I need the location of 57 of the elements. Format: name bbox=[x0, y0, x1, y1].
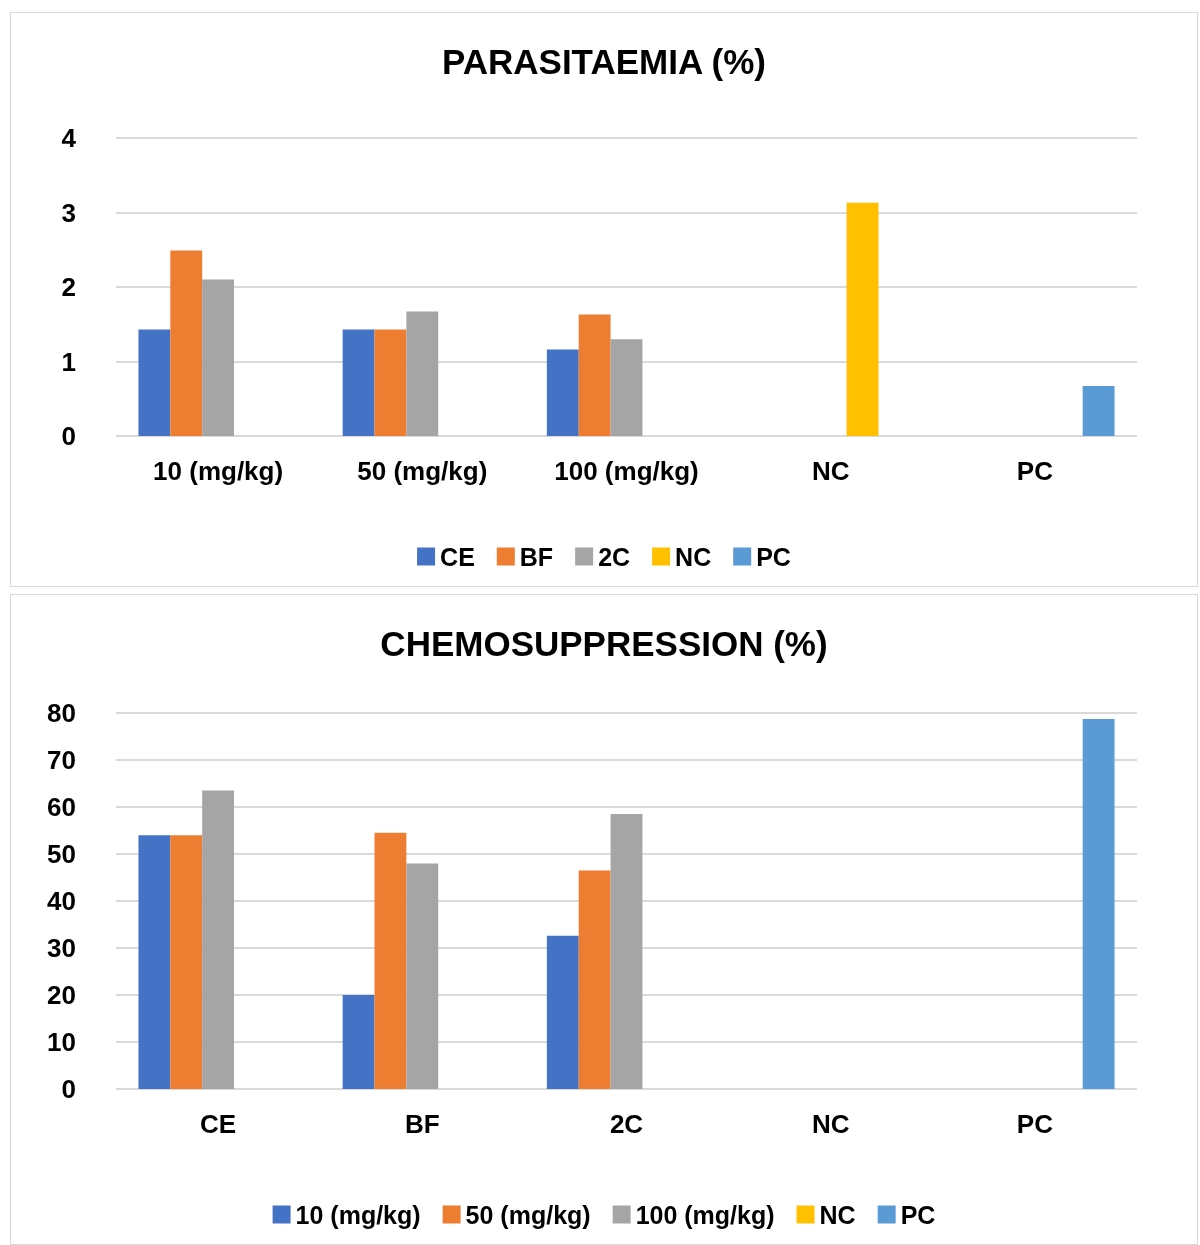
x-tick-label: PC bbox=[1016, 1109, 1054, 1139]
y-tick-label: 0 bbox=[61, 421, 76, 451]
chart-title: CHEMOSUPPRESSION (%) bbox=[380, 624, 828, 663]
bar bbox=[406, 863, 439, 1089]
legend-label: PC bbox=[756, 542, 791, 571]
x-tick-label: 10 (mg/kg) bbox=[153, 456, 284, 486]
bar bbox=[138, 835, 171, 1089]
x-tick-label: NC bbox=[811, 1109, 850, 1139]
bar bbox=[170, 250, 203, 436]
x-tick-label: 100 (mg/kg) bbox=[554, 456, 699, 486]
legend-label: NC bbox=[819, 1200, 856, 1229]
bar bbox=[578, 870, 611, 1089]
y-tick-label: 1 bbox=[61, 346, 76, 377]
bar bbox=[202, 279, 235, 436]
bar bbox=[374, 832, 407, 1089]
bar bbox=[1082, 719, 1115, 1089]
y-tick-label: 3 bbox=[61, 197, 76, 228]
y-tick-label: 40 bbox=[47, 886, 76, 916]
x-tick-label: 2C bbox=[609, 1109, 644, 1139]
x-tick-label: CE bbox=[200, 1109, 237, 1139]
legend-label: 100 (mg/kg) bbox=[635, 1200, 775, 1229]
bar bbox=[342, 995, 375, 1089]
bar bbox=[138, 329, 171, 436]
y-tick-label: 70 bbox=[47, 745, 76, 775]
legend-label: 50 (mg/kg) bbox=[465, 1200, 591, 1229]
bar bbox=[546, 349, 579, 436]
bar bbox=[202, 790, 235, 1089]
y-tick-label: 2 bbox=[61, 272, 76, 302]
chart-title: PARASITAEMIA (%) bbox=[441, 42, 767, 81]
y-tick-label: 30 bbox=[47, 933, 76, 963]
y-tick-label: 0 bbox=[61, 1074, 76, 1104]
x-tick-label: 50 (mg/kg) bbox=[357, 456, 488, 486]
y-tick-label: 50 bbox=[47, 839, 76, 869]
legend-label: 2C bbox=[598, 542, 631, 571]
legend-label: PC bbox=[900, 1200, 936, 1229]
y-tick-label: 60 bbox=[47, 792, 76, 822]
x-tick-label: BF bbox=[404, 1109, 440, 1139]
bar bbox=[406, 311, 439, 436]
legend-label: 10 (mg/kg) bbox=[295, 1200, 421, 1229]
y-tick-label: 4 bbox=[61, 123, 77, 153]
y-tick-label: 20 bbox=[47, 980, 76, 1010]
y-tick-label: 80 bbox=[47, 698, 76, 728]
legend-label: BF bbox=[519, 542, 554, 571]
legend-label: CE bbox=[440, 542, 475, 571]
bar bbox=[374, 329, 407, 436]
x-tick-label: PC bbox=[1016, 456, 1054, 486]
bar bbox=[546, 935, 579, 1089]
bar bbox=[610, 339, 643, 436]
bar bbox=[342, 329, 375, 436]
legend-label: NC bbox=[675, 542, 712, 571]
bar bbox=[170, 835, 203, 1089]
bar bbox=[578, 314, 611, 436]
y-tick-label: 10 bbox=[47, 1027, 76, 1057]
bar bbox=[846, 202, 879, 436]
bar bbox=[610, 814, 643, 1089]
x-tick-label: NC bbox=[811, 456, 850, 486]
bar bbox=[1082, 386, 1115, 436]
